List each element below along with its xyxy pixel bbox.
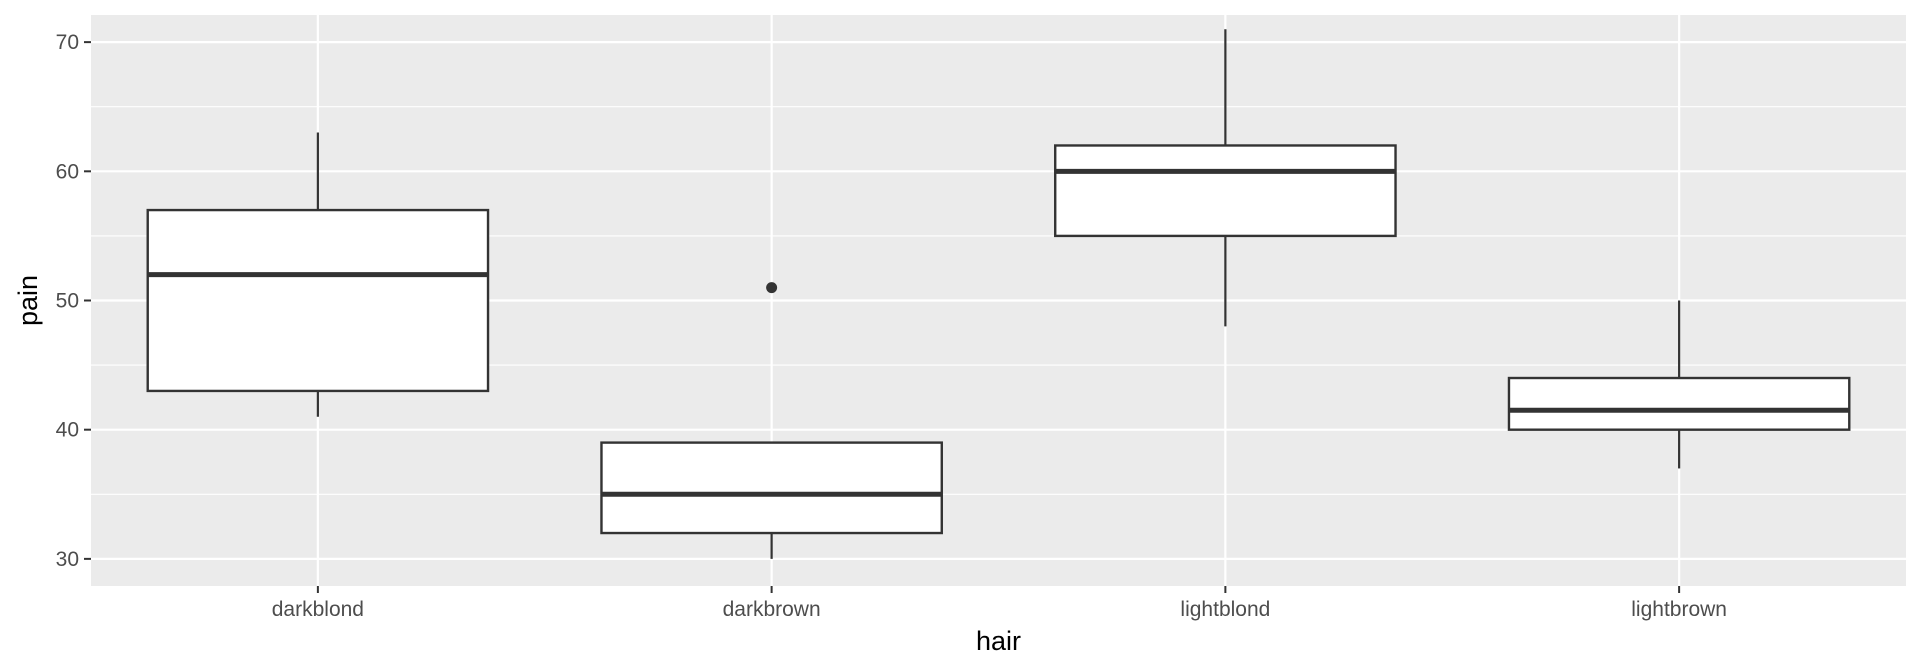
boxes [146,29,1851,559]
y-axis: 30 40 50 60 70 [56,31,91,571]
y-tick-label: 30 [56,548,79,571]
iqr-box [1507,376,1851,431]
iqr-box [1054,144,1397,238]
x-axis-title: hair [976,626,1021,656]
iqr-box [600,441,943,535]
x-tick-label: darkblond [272,598,364,621]
x-tick-label: lightbrown [1631,598,1727,621]
box-darkbrown [600,282,943,559]
box-lightblond [1054,29,1397,327]
y-axis-title: pain [13,275,43,326]
box-darkblond [146,132,490,417]
x-axis: darkblond darkbrown lightblond lightbrown [272,586,1727,621]
iqr-box [146,208,490,393]
outlier-point [766,282,778,294]
y-tick-label: 40 [56,419,79,442]
y-tick-label: 60 [56,160,79,183]
y-tick-label: 50 [56,290,79,313]
x-tick-label: darkbrown [723,598,821,621]
x-tick-label: lightblond [1180,598,1270,621]
box-lightbrown [1507,300,1851,469]
y-tick-label: 70 [56,31,79,54]
